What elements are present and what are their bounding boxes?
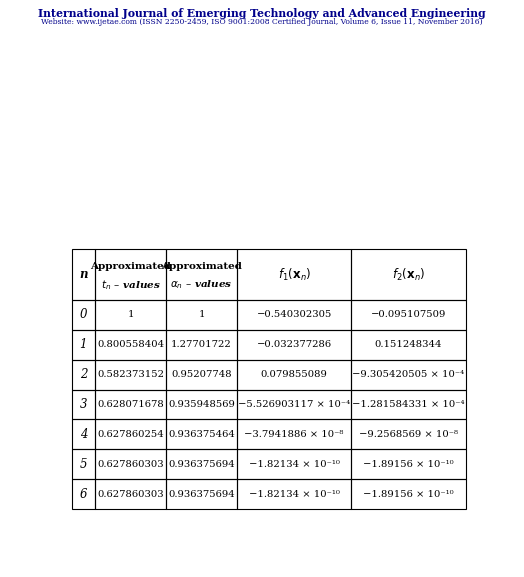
Bar: [237, 419, 351, 449]
Bar: [351, 249, 465, 300]
Text: −0.032377286: −0.032377286: [257, 340, 332, 349]
Text: −3.7941886 × 10⁻⁸: −3.7941886 × 10⁻⁸: [245, 430, 344, 439]
Bar: [237, 330, 351, 359]
Text: −0.095107509: −0.095107509: [370, 310, 446, 320]
Bar: [351, 300, 465, 330]
Text: 1: 1: [80, 338, 87, 351]
Bar: [72, 389, 95, 419]
Text: 6: 6: [80, 488, 87, 501]
Bar: [237, 479, 351, 509]
Text: −1.89156 × 10⁻¹⁰: −1.89156 × 10⁻¹⁰: [363, 460, 454, 469]
Bar: [351, 479, 465, 509]
Text: Approximated: Approximated: [161, 263, 242, 271]
Bar: [237, 359, 351, 389]
Bar: [166, 449, 237, 479]
Bar: [166, 300, 237, 330]
Text: $\alpha_n$ – values: $\alpha_n$ – values: [170, 278, 233, 291]
Text: $f_1(\mathbf{x}_n)$: $f_1(\mathbf{x}_n)$: [278, 267, 311, 283]
Bar: [72, 449, 95, 479]
Bar: [351, 330, 465, 359]
Bar: [166, 359, 237, 389]
Text: 0.936375694: 0.936375694: [168, 490, 235, 499]
Bar: [95, 449, 166, 479]
Bar: [166, 479, 237, 509]
Text: 0.628071678: 0.628071678: [97, 400, 164, 409]
Text: 0.935948569: 0.935948569: [168, 400, 235, 409]
Text: $t_n$ – values: $t_n$ – values: [101, 278, 160, 291]
Text: 0.95207748: 0.95207748: [171, 370, 232, 379]
Bar: [72, 479, 95, 509]
Bar: [72, 330, 95, 359]
Bar: [95, 249, 166, 300]
Text: Website: www.ijetae.com (ISSN 2250-2459, ISO 9001:2008 Certified Journal, Volume: Website: www.ijetae.com (ISSN 2250-2459,…: [41, 18, 483, 27]
Bar: [351, 359, 465, 389]
Text: n: n: [79, 268, 88, 281]
Bar: [237, 249, 351, 300]
Text: 0.800558404: 0.800558404: [97, 340, 164, 349]
Text: $f_2(\mathbf{x}_n)$: $f_2(\mathbf{x}_n)$: [392, 267, 425, 283]
Bar: [166, 389, 237, 419]
Text: 0.151248344: 0.151248344: [375, 340, 442, 349]
Text: −1.82134 × 10⁻¹⁰: −1.82134 × 10⁻¹⁰: [249, 460, 340, 469]
Text: Approximated: Approximated: [90, 263, 171, 271]
Bar: [95, 300, 166, 330]
Text: 5: 5: [80, 458, 87, 471]
Text: −1.82134 × 10⁻¹⁰: −1.82134 × 10⁻¹⁰: [249, 490, 340, 499]
Text: International Journal of Emerging Technology and Advanced Engineering: International Journal of Emerging Techno…: [38, 8, 486, 18]
Bar: [166, 419, 237, 449]
Text: 0.582373152: 0.582373152: [97, 370, 164, 379]
Text: −5.526903117 × 10⁻⁴: −5.526903117 × 10⁻⁴: [238, 400, 350, 409]
Text: 0.936375694: 0.936375694: [168, 460, 235, 469]
Bar: [166, 330, 237, 359]
Text: 2: 2: [80, 368, 87, 381]
Bar: [95, 359, 166, 389]
Text: 4: 4: [80, 428, 87, 441]
Text: −9.305420505 × 10⁻⁴: −9.305420505 × 10⁻⁴: [352, 370, 464, 379]
Bar: [95, 419, 166, 449]
Bar: [351, 449, 465, 479]
Text: −1.89156 × 10⁻¹⁰: −1.89156 × 10⁻¹⁰: [363, 490, 454, 499]
Text: 1: 1: [127, 310, 134, 320]
Text: 1: 1: [199, 310, 205, 320]
Bar: [95, 330, 166, 359]
Text: 0.936375464: 0.936375464: [168, 430, 235, 439]
Text: 1.27701722: 1.27701722: [171, 340, 232, 349]
Bar: [237, 300, 351, 330]
Text: 0.627860254: 0.627860254: [97, 430, 164, 439]
Text: 0: 0: [80, 308, 87, 321]
Text: 0.079855089: 0.079855089: [261, 370, 328, 379]
Text: −0.540302305: −0.540302305: [256, 310, 332, 320]
Text: 0.627860303: 0.627860303: [97, 490, 164, 499]
Bar: [72, 359, 95, 389]
Bar: [95, 389, 166, 419]
Bar: [351, 419, 465, 449]
Bar: [237, 449, 351, 479]
Text: −1.281584331 × 10⁻⁴: −1.281584331 × 10⁻⁴: [352, 400, 465, 409]
Bar: [351, 389, 465, 419]
Bar: [72, 419, 95, 449]
Text: 0.627860303: 0.627860303: [97, 460, 164, 469]
Bar: [95, 479, 166, 509]
Bar: [72, 300, 95, 330]
Bar: [166, 249, 237, 300]
Text: 3: 3: [80, 398, 87, 411]
Bar: [237, 389, 351, 419]
Bar: [72, 249, 95, 300]
Text: −9.2568569 × 10⁻⁸: −9.2568569 × 10⁻⁸: [359, 430, 458, 439]
